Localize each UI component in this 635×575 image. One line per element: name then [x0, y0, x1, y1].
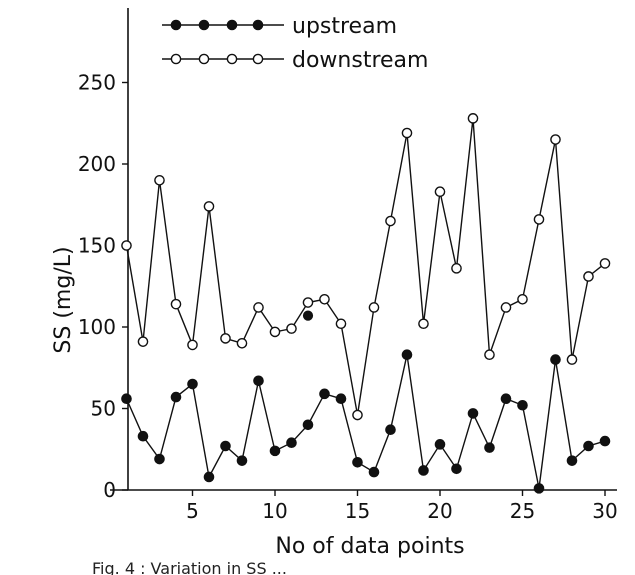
x-tick-label: 15 — [345, 499, 370, 523]
upstream-point — [137, 430, 149, 442]
x-tick-label: 25 — [510, 499, 535, 523]
upstream-point — [418, 465, 429, 476]
downstream-point — [500, 302, 512, 313]
downstream-point — [385, 215, 396, 227]
upstream-point — [319, 388, 330, 400]
series-layer — [121, 113, 611, 494]
upstream-point — [236, 455, 248, 466]
upstream-point — [253, 375, 264, 387]
upstream-point — [451, 463, 462, 475]
upstream-point — [121, 393, 132, 405]
downstream-point — [154, 174, 165, 186]
upstream-line — [125, 354, 606, 489]
downstream-point — [550, 134, 561, 145]
upstream-point — [269, 445, 281, 457]
downstream-point — [121, 240, 132, 251]
downstream-point — [451, 263, 462, 274]
legend-entry-downstream: downstream — [162, 48, 428, 73]
y-tick-label: 150 — [78, 234, 116, 258]
downstream-point — [368, 302, 380, 313]
downstream-point — [533, 214, 545, 225]
downstream-point — [236, 337, 248, 349]
legend-marker — [226, 53, 238, 65]
downstream-point — [203, 201, 215, 212]
downstream-point — [269, 326, 281, 338]
x-tick-label: 30 — [592, 499, 617, 523]
downstream-point — [484, 349, 495, 361]
downstream-point — [517, 293, 528, 305]
legend: upstream downstream — [162, 14, 428, 73]
downstream-point — [467, 113, 479, 124]
downstream-point — [566, 354, 578, 365]
series-downstream — [121, 113, 611, 421]
downstream-point — [319, 293, 330, 305]
legend-marker — [198, 53, 210, 65]
x-tick-label: 20 — [427, 499, 452, 523]
legend-marker — [170, 19, 182, 31]
ticks: 5 10 15 20 25 30 0 50 100 150 200 250 — [78, 71, 618, 524]
upstream-point — [517, 399, 528, 411]
legend-marker — [252, 19, 264, 31]
downstream-point — [253, 302, 264, 313]
upstream-point — [385, 424, 396, 435]
y-tick-label: 50 — [91, 397, 116, 421]
upstream-point — [220, 440, 231, 452]
downstream-point — [187, 339, 198, 351]
downstream-point — [302, 297, 314, 308]
upstream-point — [368, 466, 380, 478]
downstream-point — [352, 409, 363, 421]
upstream-point — [566, 455, 578, 466]
downstream-point — [335, 318, 347, 330]
legend-marker — [226, 19, 238, 31]
upstream-point — [533, 483, 545, 494]
axes — [110, 8, 617, 491]
upstream-point — [335, 393, 347, 405]
legend-marker — [170, 53, 182, 65]
extra-point — [302, 310, 314, 321]
upstream-point — [583, 440, 594, 452]
upstream-point — [286, 437, 297, 449]
downstream-point — [286, 323, 297, 334]
legend-label: downstream — [292, 48, 428, 73]
downstream-point — [599, 258, 611, 269]
upstream-point — [550, 354, 561, 365]
upstream-point — [467, 408, 479, 419]
upstream-point — [401, 349, 413, 361]
upstream-point — [484, 442, 495, 453]
downstream-line — [125, 118, 606, 416]
upstream-point — [599, 435, 611, 447]
legend-marker — [198, 19, 210, 31]
upstream-point — [170, 391, 182, 403]
y-tick-label: 200 — [78, 152, 116, 176]
upstream-point — [302, 419, 314, 431]
legend-marker — [252, 53, 264, 65]
downstream-point — [418, 318, 429, 330]
x-tick-label: 10 — [262, 499, 287, 523]
y-tick-label: 250 — [78, 71, 116, 95]
legend-label: upstream — [292, 14, 397, 39]
y-tick-label: 100 — [78, 315, 116, 339]
downstream-point — [434, 186, 446, 198]
upstream-point — [352, 456, 363, 468]
downstream-point — [401, 127, 413, 139]
x-tick-label: 5 — [186, 499, 199, 523]
legend-entry-upstream: upstream — [162, 14, 397, 39]
upstream-point — [187, 378, 198, 390]
downstream-point — [583, 271, 594, 282]
figure-caption: Fig. 4 : Variation in SS ... — [92, 559, 287, 575]
downstream-point — [137, 336, 149, 347]
downstream-point — [220, 333, 231, 344]
upstream-point — [203, 471, 215, 483]
y-tick-label: 0 — [103, 478, 116, 502]
x-axis-label: No of data points — [275, 534, 464, 559]
upstream-point — [500, 393, 512, 405]
y-axis-label: SS (mg/L) — [51, 246, 76, 353]
series-upstream — [121, 349, 611, 494]
downstream-point — [170, 298, 182, 310]
upstream-point — [434, 439, 446, 450]
upstream-point — [154, 453, 165, 465]
